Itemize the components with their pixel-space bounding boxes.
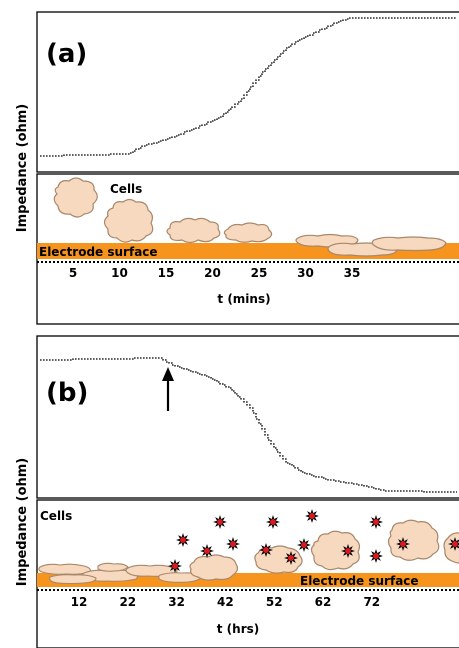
apoptosis-marker-icon [226, 537, 240, 551]
impedance-curve-a [40, 17, 457, 157]
electrode-label-b: Electrode surface [300, 574, 419, 588]
apoptosis-marker-icon [369, 549, 383, 563]
flat-cell-b-1 [38, 563, 91, 575]
x-tick-a-35: 35 [344, 266, 361, 280]
x-tick-b-62: 62 [315, 595, 332, 609]
apoptosis-marker-icon [297, 538, 311, 552]
up-arrow-icon [162, 367, 174, 411]
cells-label-b: Cells [40, 509, 72, 523]
impedance-curve-b [40, 357, 457, 493]
cell-a-2 [103, 198, 154, 243]
cell-a-7 [371, 236, 447, 252]
x-tick-a-20: 20 [204, 266, 221, 280]
graph-frame-b [36, 335, 459, 499]
apoptosis-marker-icon [266, 515, 280, 529]
x-tick-b-22: 22 [119, 595, 136, 609]
y-axis-label-b: Impedance (ohm) [15, 458, 30, 587]
x-tick-b-52: 52 [266, 595, 283, 609]
apoptosis-marker-icon [284, 551, 298, 565]
x-tick-a-5: 5 [69, 266, 77, 280]
apoptosis-marker-icon [448, 537, 459, 551]
graph-frame-a [36, 11, 459, 173]
x-tick-b-72: 72 [363, 595, 380, 609]
apoptosis-marker-icon [200, 544, 214, 558]
apoptosis-marker-icon [168, 559, 182, 573]
x-tick-a-10: 10 [111, 266, 128, 280]
x-tick-b-42: 42 [217, 595, 234, 609]
apoptosis-marker-icon [396, 537, 410, 551]
x-tick-a-30: 30 [297, 266, 314, 280]
cell-b-3 [310, 530, 361, 571]
cell-b-1 [189, 554, 239, 581]
x-tick-labels-a: 5 10 15 20 25 30 35 [69, 266, 361, 280]
panel-a: Impedance (ohm) (a) Cells Electrode surf… [15, 11, 459, 325]
x-axis-title-b: t (hrs) [217, 622, 260, 636]
apoptosis-marker-icon [213, 515, 227, 529]
flat-cell-b-3 [49, 574, 97, 585]
apoptosis-marker-icon [176, 533, 190, 547]
cell-a-1 [53, 177, 98, 218]
x-tick-b-12: 12 [71, 595, 88, 609]
cell-b-4 [387, 519, 440, 561]
panel-label-b: (b) [46, 378, 88, 408]
flat-cell-b-5 [158, 572, 203, 583]
x-tick-labels-b: 12 22 32 42 52 62 72 [71, 595, 381, 609]
x-axis-title-a: t (mins) [217, 292, 270, 306]
electrode-label-a: Electrode surface [39, 245, 158, 259]
cell-a-3 [166, 217, 221, 244]
apoptosis-marker-icon [259, 543, 273, 557]
apoptosis-marker-icon [341, 544, 355, 558]
apoptosis-markers [168, 509, 459, 573]
cell-a-4 [223, 222, 273, 243]
cells-label-a: Cells [110, 182, 142, 196]
apoptosis-marker-icon [369, 515, 383, 529]
x-tick-b-32: 32 [168, 595, 185, 609]
x-tick-a-15: 15 [158, 266, 175, 280]
flat-cell-b-6 [97, 562, 129, 572]
panel-label-a: (a) [46, 39, 87, 69]
y-axis-label-a: Impedance (ohm) [15, 104, 30, 233]
apoptosis-marker-icon [305, 509, 319, 523]
panel-b: Impedance (ohm) (b) Cells Ele [15, 335, 459, 648]
x-tick-a-25: 25 [251, 266, 268, 280]
